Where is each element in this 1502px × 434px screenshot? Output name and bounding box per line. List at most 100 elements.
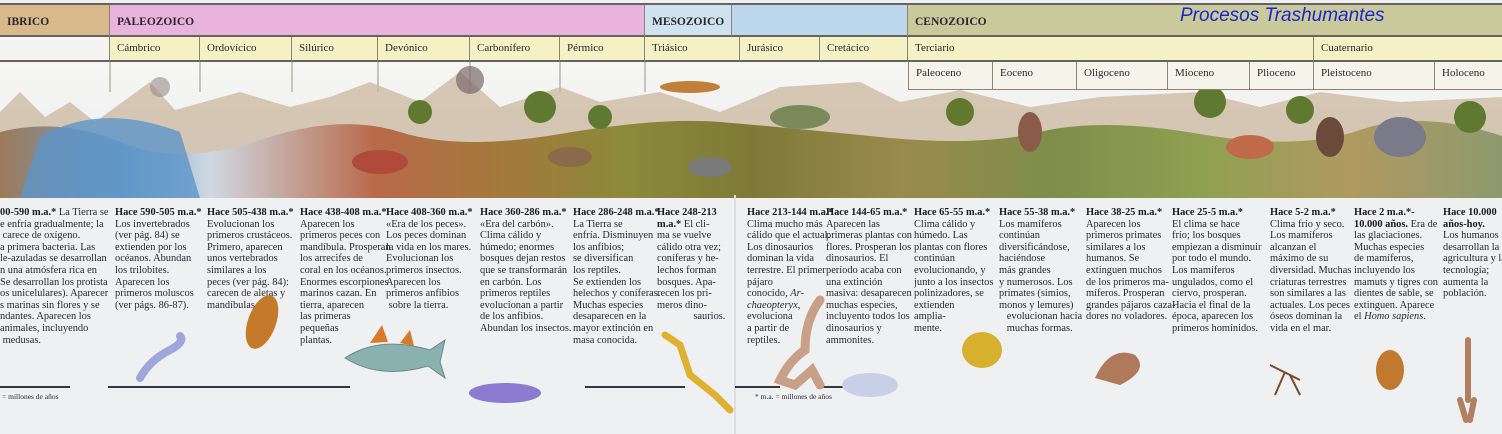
time-range-heading: Hace 505-438 m.a.* [207, 207, 294, 218]
description-text: Evolucionan los primeros crustáceos. Pri… [207, 218, 293, 311]
description-text: Aparecen los primeros peces con mandíbul… [300, 218, 391, 346]
period-cambrico: Cámbrico [110, 37, 200, 62]
period-cuaternario: Cuaternario [1314, 37, 1502, 62]
period-devonico: Devónico [378, 37, 470, 62]
description-text: Clima cálido y húmedo. Las plantas con f… [914, 218, 994, 334]
mosquito-illustration [1269, 364, 1301, 396]
time-range-heading: Hace 2 m.a.*- 10.000 años. [1354, 207, 1415, 230]
description-text: La Tierra se e enfría gradualmente; la c… [0, 207, 108, 346]
time-range-heading: Hace 25-5 m.a.* [1172, 207, 1243, 218]
era-description-column: Hace 5-2 m.a.* Clima frío y seco. Los ma… [1270, 207, 1362, 335]
description-text: Aparecen las primeras plantas con flores… [826, 218, 912, 346]
triceratops-illustration [842, 373, 898, 397]
description-text: El clima se hace frío; los bosques empie… [1172, 218, 1262, 334]
era-description-column: Hace 38-25 m.a.* Aparecen los primeros p… [1086, 207, 1178, 323]
creatures [352, 81, 1426, 177]
divider-line [585, 386, 685, 388]
dinosaur-illustration [661, 331, 734, 414]
volcano-smoke [150, 77, 170, 97]
epoch-pleistoceno: Pleistoceno [1314, 62, 1435, 90]
description-text: Era de las glaciaciones. Muchas especies… [1354, 218, 1438, 323]
divider-line [220, 386, 350, 388]
era-description-column: Hace 438-408 m.a.* Aparecen los primeros… [300, 207, 392, 346]
insect-illustration [962, 332, 1002, 368]
time-range-heading: Hace 213-144 m.a.* [747, 207, 834, 218]
time-range-heading: Hace 248-213 m.a.* [657, 207, 717, 230]
description-text: La Tierra se enfría. Disminuyen los anfi… [573, 218, 661, 346]
footnote-left: = millones de años [2, 392, 59, 401]
divider-line [818, 386, 858, 388]
period-cretacico: Cretácico [820, 37, 908, 62]
time-range-heading: Hace 438-408 m.a.* [300, 207, 387, 218]
epoch-oligoceno: Oligoceno [1077, 62, 1168, 90]
brand-watermark: Procesos Trashumantes [1180, 5, 1385, 26]
epoch-eoceno: Eoceno [993, 62, 1077, 90]
time-range-heading: Hace 38-25 m.a.* [1086, 207, 1163, 218]
description-text: Los mamíferos continúan diversificándose… [999, 218, 1083, 334]
divider-line [108, 386, 258, 388]
era-mesozoico: MESOZOICO [645, 5, 732, 37]
era-description-column: Hace 2 m.a.*- 10.000 años. Era de las gl… [1354, 207, 1446, 323]
time-range-heading: 00-590 m.a.* [0, 207, 57, 218]
description-text: El cli- ma se vuelve cálido otra vez; co… [657, 218, 726, 323]
description-text: Clima frío y seco. Los mamíferos alcanza… [1270, 218, 1352, 334]
time-range-heading: Hace 55-38 m.a.* [999, 207, 1076, 218]
time-range-heading: Hace 360-286 m.a.* [480, 207, 567, 218]
description-text: Aparecen los primeros primates similares… [1086, 218, 1176, 323]
era-description-column: Hace 286-248 m.a.* La Tierra se enfría. … [573, 207, 665, 346]
era-description-column: Hace 505-438 m.a.* Evolucionan los prime… [207, 207, 299, 311]
period-permico: Pérmico [560, 37, 645, 62]
era-description-column: Hace 10.000 años-hoy. Los humanos desarr… [1443, 207, 1502, 300]
divider-line [735, 386, 780, 388]
time-range-heading: Hace 65-55 m.a.* [914, 207, 991, 218]
time-range-heading: Hace 408-360 m.a.* [386, 207, 473, 218]
era-description-column: Hace 213-144 m.a.* Clima mucho más cálid… [747, 207, 839, 346]
time-range-heading: Hace 590-505 m.a.* [115, 207, 202, 218]
prehistoric-landscape-illustration [0, 62, 1502, 198]
epoch-plioceno: Plioceno [1250, 62, 1314, 90]
era-description-column: Hace 65-55 m.a.* Clima cálido y húmedo. … [914, 207, 1006, 335]
lizard-illustration [469, 383, 541, 403]
description-text: Clima mucho más cálido que el actual. Lo… [747, 218, 831, 300]
era-description-column: Hace 25-5 m.a.* El clima se hace frío; l… [1172, 207, 1264, 335]
description-text: «Era de los peces». Los peces dominan la… [386, 218, 472, 311]
period-carbonifero: Carbonífero [470, 37, 560, 62]
era-cenozoico: CENOZOICO [908, 5, 1502, 37]
period-precambrico [0, 37, 110, 62]
rodent-illustration [1376, 350, 1404, 390]
description-text: Los humanos desarrollan la agricultura y… [1443, 230, 1502, 300]
species-name: Ar- chaeopteryx [747, 288, 804, 311]
worm-illustration [136, 332, 186, 382]
era-description-column: Hace 408-360 m.a.* «Era de los peces». L… [386, 207, 478, 311]
era-description-column: Hace 360-286 m.a.* «Era del carbón». Cli… [480, 207, 572, 335]
human-illustration [1457, 337, 1477, 423]
era-paleozoico: PALEOZOICO [110, 5, 645, 37]
era-precambrico: IBRICO [0, 5, 110, 37]
description-text: «Era del carbón». Clima cálido y húmedo;… [480, 218, 572, 334]
period-ordovicico: Ordovícico [200, 37, 292, 62]
species-name: Homo sapiens [1364, 311, 1424, 323]
era-description-column: Hace 248-213 m.a.* El cli- ma se vuelve … [657, 207, 749, 323]
period-jurasico: Jurásico [740, 37, 820, 62]
description-text: . [1423, 311, 1426, 323]
volcano-smoke [456, 66, 484, 94]
time-range-heading: Hace 286-248 m.a.* [573, 207, 660, 218]
era-description-column: 00-590 m.a.* La Tierra se e enfría gradu… [0, 207, 108, 346]
epoch-holoceno: Holoceno [1435, 62, 1502, 90]
footnote-right: * m.a. = millones de años [755, 392, 832, 401]
page-gutter [734, 195, 736, 434]
time-range-heading: Hace 5-2 m.a.* [1270, 207, 1336, 218]
snail-shell-illustration [1095, 352, 1140, 385]
era-description-column: Hace 144-65 m.a.* Aparecen las primeras … [826, 207, 918, 346]
ocean [20, 118, 200, 198]
era-description-column: Hace 55-38 m.a.* Los mamíferos continúan… [999, 207, 1091, 335]
ground [0, 120, 1502, 198]
trees [408, 86, 1486, 133]
time-range-heading: Hace 10.000 años-hoy. [1443, 207, 1497, 230]
top-border [0, 3, 1502, 5]
era-mesozoico-band [732, 5, 908, 37]
time-range-heading: Hace 144-65 m.a.* [826, 207, 908, 218]
period-terciario: Terciario [908, 37, 1314, 62]
period-silurico: Silúrico [292, 37, 378, 62]
epoch-mioceno: Mioceno [1168, 62, 1250, 90]
